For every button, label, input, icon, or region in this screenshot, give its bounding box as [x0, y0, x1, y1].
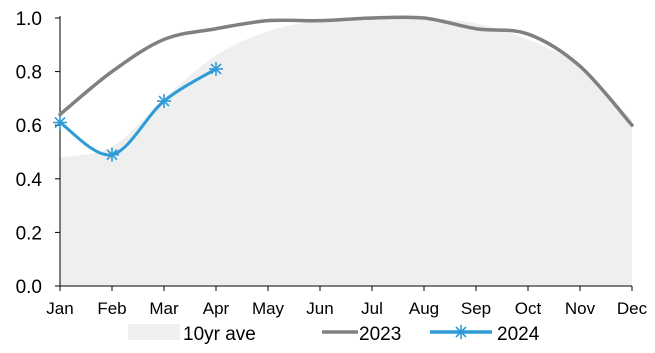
legend-swatch: [128, 324, 180, 340]
x-tick-label: Feb: [97, 299, 126, 318]
x-tick-label: Sep: [461, 299, 491, 318]
y-tick-label: 0.4: [16, 170, 43, 191]
legend-label: 2023: [359, 324, 401, 345]
data-point-2024-Apr: [209, 61, 223, 76]
data-point-2024-Mar: [157, 94, 171, 109]
x-tick-label: Jun: [306, 299, 333, 318]
x-tick-label: Dec: [617, 299, 648, 318]
y-tick-label: 1.0: [16, 9, 42, 30]
x-tick-label: Mar: [149, 299, 179, 318]
legend-label: 2024: [497, 324, 540, 345]
x-tick-label: May: [252, 299, 285, 318]
y-tick-label: 0.8: [16, 63, 42, 84]
legend-item-2024: 2024: [430, 324, 540, 345]
x-tick-label: Aug: [409, 299, 439, 318]
y-tick-label: 0.0: [16, 277, 42, 298]
line-series-2023: [58, 15, 634, 127]
legend-item-10yr ave: 10yr ave: [128, 324, 256, 345]
legend-label: 10yr ave: [183, 324, 256, 345]
x-tick-label: Jul: [361, 299, 383, 318]
area-series-10yr-ave: [60, 17, 632, 287]
y-tick-label: 0.2: [16, 223, 42, 244]
y-tick-label: 0.6: [16, 116, 42, 137]
data-point-2024-Jan: [53, 115, 67, 130]
data-point-2024-Feb: [105, 147, 119, 162]
x-tick-label: Nov: [565, 299, 596, 318]
legend-item-2023: 2023: [322, 324, 401, 345]
x-tick-label: Jan: [46, 299, 73, 318]
line-series-2024: [58, 67, 218, 157]
x-tick-label: Oct: [515, 299, 542, 318]
x-tick-label: Apr: [203, 299, 230, 318]
